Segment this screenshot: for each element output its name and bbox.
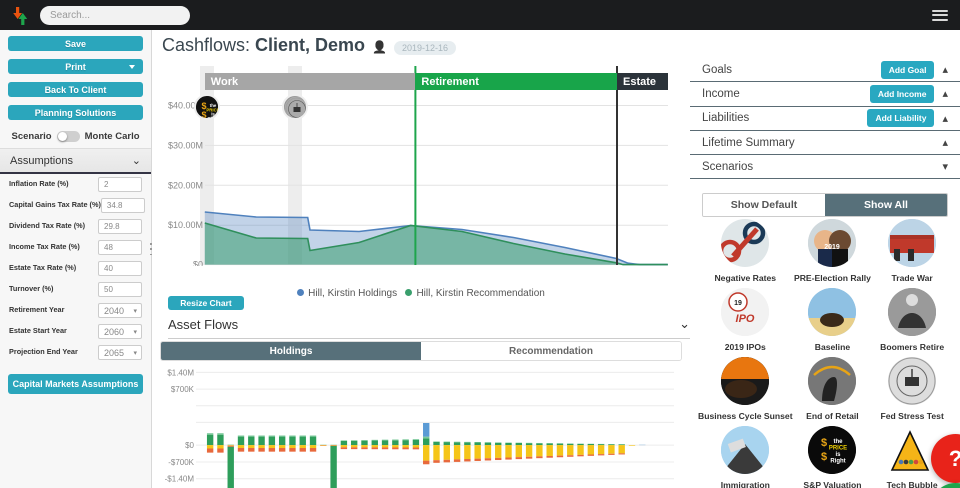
svg-text:the: the bbox=[834, 439, 844, 445]
svg-text:IPO: IPO bbox=[736, 313, 755, 325]
svg-text:Right: Right bbox=[831, 459, 846, 465]
svg-text:-$700K: -$700K bbox=[168, 458, 194, 467]
svg-text:$30.00M: $30.00M bbox=[168, 140, 203, 150]
svg-text:$: $ bbox=[821, 451, 827, 463]
svg-text:$10.00M: $10.00M bbox=[168, 220, 203, 230]
svg-text:PRICE: PRICE bbox=[829, 446, 847, 452]
svg-text:$700K: $700K bbox=[171, 385, 195, 394]
svg-text:2019: 2019 bbox=[825, 244, 841, 251]
svg-text:$0: $0 bbox=[185, 441, 194, 450]
svg-text:$: $ bbox=[821, 437, 827, 449]
svg-text:19: 19 bbox=[734, 300, 742, 307]
svg-text:-$1.40M: -$1.40M bbox=[165, 475, 195, 484]
svg-text:$1.40M: $1.40M bbox=[167, 368, 194, 377]
svg-text:$20.00M: $20.00M bbox=[168, 180, 203, 190]
svg-text:is: is bbox=[836, 452, 842, 458]
